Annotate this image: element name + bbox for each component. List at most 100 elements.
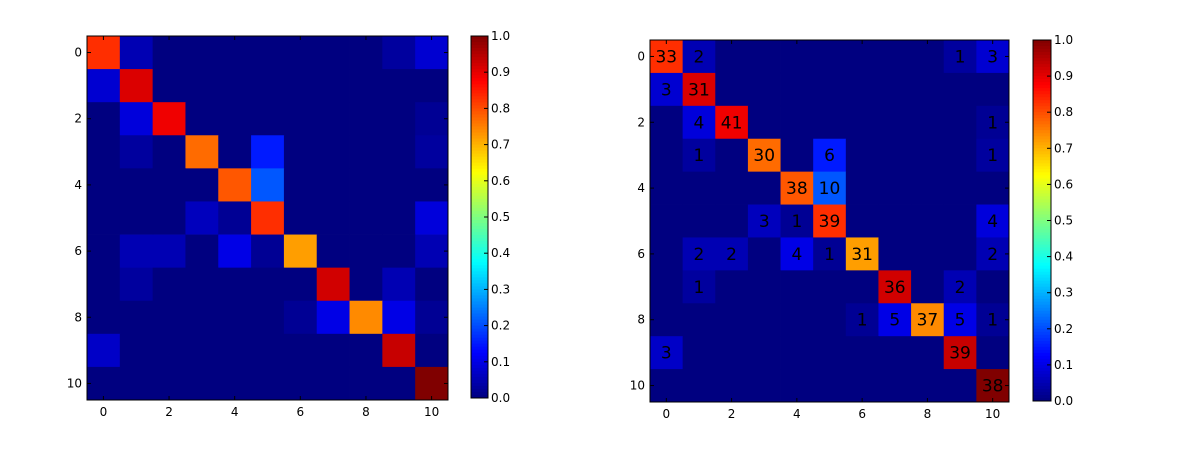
cell-r7-c8 bbox=[911, 270, 945, 304]
cell-r0-c9 bbox=[943, 40, 977, 74]
colorbar-segment bbox=[471, 316, 488, 321]
cell-r0-c9 bbox=[382, 36, 416, 70]
colorbar-segment bbox=[471, 286, 488, 290]
cell-r2-c2 bbox=[715, 105, 749, 140]
colorbar-segment bbox=[471, 295, 488, 299]
colorbar-segment bbox=[1033, 265, 1051, 270]
cell-r10-c10 bbox=[976, 369, 1010, 403]
cell-r9-c7 bbox=[878, 336, 912, 370]
cell-r9-c1 bbox=[119, 333, 154, 368]
colorbar-segment bbox=[471, 382, 488, 387]
cell-r1-c6 bbox=[283, 69, 318, 103]
cell-r5-c0 bbox=[87, 201, 121, 235]
cell-r1-c3 bbox=[747, 72, 781, 107]
cell-r6-c4 bbox=[218, 234, 252, 269]
colorbar-segment bbox=[471, 247, 488, 251]
colorbar-segment bbox=[1033, 148, 1051, 152]
colorbar-segment bbox=[471, 229, 488, 233]
cell-count-r3-c5: 6 bbox=[824, 146, 835, 166]
cell-r10-c1 bbox=[682, 369, 716, 403]
cell-r3-c1 bbox=[119, 135, 154, 169]
colorbar-segment bbox=[1033, 163, 1051, 167]
colorbar-segment bbox=[1033, 343, 1051, 348]
colorbar-segment bbox=[1033, 97, 1051, 101]
colorbar-segment bbox=[1033, 304, 1051, 309]
colorbar-tick-label: 0.2 bbox=[491, 319, 510, 333]
cell-r6-c5 bbox=[251, 234, 285, 269]
cell-r5-c1 bbox=[119, 201, 154, 235]
colorbar-segment bbox=[1033, 205, 1051, 209]
colorbar-segment bbox=[471, 352, 488, 357]
cell-count-r0-c10: 3 bbox=[987, 47, 998, 67]
cell-r9-c3 bbox=[747, 336, 781, 370]
colorbar-segment bbox=[471, 307, 488, 312]
colorbar-segment bbox=[1033, 73, 1051, 77]
colorbar-segment bbox=[471, 289, 488, 293]
colorbar-segment bbox=[1033, 226, 1051, 231]
cell-count-r1-c0: 3 bbox=[661, 80, 672, 100]
cell-r1-c10 bbox=[976, 72, 1010, 107]
cell-r4-c7 bbox=[316, 168, 350, 202]
colorbar-tick-label: 0.9 bbox=[1054, 69, 1073, 83]
colorbar-tick-label: 0.6 bbox=[491, 174, 510, 188]
colorbar-segment bbox=[1033, 346, 1051, 351]
colorbar-segment bbox=[1033, 112, 1051, 116]
colorbar-segment bbox=[471, 334, 488, 339]
cell-r3-c2 bbox=[152, 135, 186, 169]
colorbar-segment bbox=[471, 141, 488, 146]
colorbar-tick-label: 0.7 bbox=[491, 138, 510, 152]
cell-r0-c7 bbox=[878, 40, 912, 74]
colorbar-segment bbox=[1033, 130, 1051, 134]
colorbar-segment bbox=[471, 292, 488, 296]
colorbar-segment bbox=[471, 102, 488, 106]
cell-r1-c10 bbox=[415, 69, 449, 103]
heatmap-right: 33 2 1 33 314 41 11 30 6 138 103 1 39 42 2 4 1 31 21 36 21 5 3… bbox=[630, 33, 1073, 421]
cell-r1-c8 bbox=[911, 72, 945, 107]
colorbar-segment bbox=[1033, 310, 1051, 315]
cell-r0-c1 bbox=[119, 36, 154, 70]
cell-r9-c7 bbox=[316, 333, 350, 368]
cell-r2-c10 bbox=[415, 102, 449, 136]
colorbar-segment bbox=[471, 54, 488, 58]
cell-r1-c2 bbox=[152, 69, 186, 103]
cell-r10-c8 bbox=[911, 369, 945, 403]
cell-r7-c2 bbox=[152, 267, 186, 302]
cell-r3-c9 bbox=[943, 138, 977, 173]
cell-r10-c1 bbox=[119, 366, 154, 401]
cell-r3-c0 bbox=[87, 135, 121, 169]
colorbar-segment bbox=[1033, 109, 1051, 113]
cell-count-r3-c3: 30 bbox=[753, 146, 775, 166]
colorbar-segment bbox=[471, 75, 488, 79]
colorbar-segment bbox=[1033, 388, 1051, 393]
y-tick-label: 6 bbox=[637, 247, 645, 261]
colorbar-tick-label: 0.9 bbox=[491, 65, 510, 79]
cell-r2-c0 bbox=[87, 102, 121, 136]
cell-r4-c1 bbox=[119, 168, 154, 202]
cell-r3-c6 bbox=[283, 135, 318, 169]
colorbar-segment bbox=[1033, 223, 1051, 228]
colorbar-segment bbox=[471, 217, 488, 221]
colorbar-segment bbox=[471, 66, 488, 70]
cell-r0-c1 bbox=[682, 40, 716, 74]
colorbar-segment bbox=[471, 337, 488, 342]
cell-r9-c5 bbox=[251, 333, 285, 368]
colorbar-segment bbox=[1033, 286, 1051, 291]
cell-r7-c6 bbox=[845, 270, 879, 304]
colorbar-segment bbox=[1033, 43, 1051, 47]
colorbar-segment bbox=[471, 328, 488, 333]
cell-r0-c2 bbox=[152, 36, 186, 70]
cell-count-r0-c9: 1 bbox=[955, 47, 966, 67]
cell-r7-c7 bbox=[878, 270, 912, 304]
colorbar-segment bbox=[471, 168, 488, 173]
colorbar-segment bbox=[1033, 352, 1051, 357]
cell-r3-c9 bbox=[382, 135, 416, 169]
x-tick-label: 8 bbox=[362, 405, 370, 419]
colorbar-segment bbox=[1033, 235, 1051, 240]
cell-r0-c6 bbox=[845, 40, 879, 74]
cell-r9-c0 bbox=[650, 336, 684, 370]
cell-r5-c6 bbox=[845, 204, 879, 238]
colorbar-segment bbox=[471, 186, 488, 191]
colorbar-segment bbox=[1033, 364, 1051, 369]
cell-r3-c7 bbox=[316, 135, 350, 169]
